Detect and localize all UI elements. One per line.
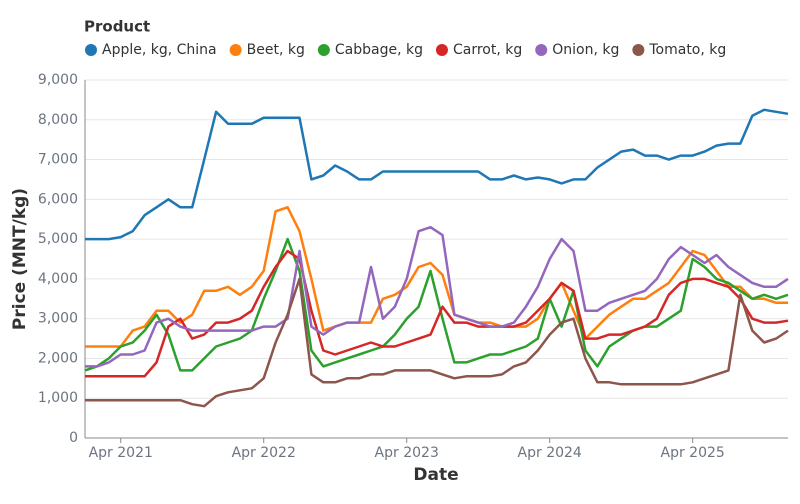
series-line xyxy=(85,225,789,368)
legend-marker xyxy=(632,44,645,56)
legend-label: Carrot, kg xyxy=(453,42,522,58)
x-tick-label: Apr 2025 xyxy=(661,445,725,461)
x-tick-label: Apr 2022 xyxy=(232,445,296,461)
y-tick-label: 1,000 xyxy=(38,390,78,406)
series-line xyxy=(85,277,789,408)
y-axis-label: Price (MNT/kg) xyxy=(10,188,30,330)
legend-marker xyxy=(317,44,330,56)
series-line xyxy=(85,206,788,348)
x-tick-label: Apr 2021 xyxy=(89,445,153,461)
series-line xyxy=(84,237,789,372)
y-tick-label: 5,000 xyxy=(38,231,78,247)
x-axis-label: Date xyxy=(413,465,458,485)
legend-marker xyxy=(535,44,548,56)
legend-marker xyxy=(229,44,242,56)
series-line xyxy=(85,249,789,378)
y-tick-label: 7,000 xyxy=(38,152,78,168)
legend-label: Beet, kg xyxy=(247,42,305,58)
legend-label: Apple, kg, China xyxy=(102,42,217,58)
y-tick-label: 4,000 xyxy=(38,271,78,287)
legend-marker xyxy=(85,44,97,56)
series-line xyxy=(85,108,789,241)
y-tick-label: 9,000 xyxy=(38,72,78,88)
legend-label: Onion, kg xyxy=(552,42,619,58)
x-tick-label: Apr 2024 xyxy=(518,445,582,461)
y-tick-label: 3,000 xyxy=(38,311,78,327)
y-tick-label: 8,000 xyxy=(38,112,78,128)
legend-marker xyxy=(435,44,448,56)
y-tick-label: 2,000 xyxy=(38,350,78,366)
y-tick-label: 0 xyxy=(69,430,78,446)
legend-title: Product xyxy=(84,18,150,36)
legend-label: Tomato, kg xyxy=(648,42,726,58)
legend-label: Cabbage, kg xyxy=(335,42,423,58)
y-tick-label: 6,000 xyxy=(38,191,78,207)
x-tick-label: Apr 2023 xyxy=(375,445,439,461)
